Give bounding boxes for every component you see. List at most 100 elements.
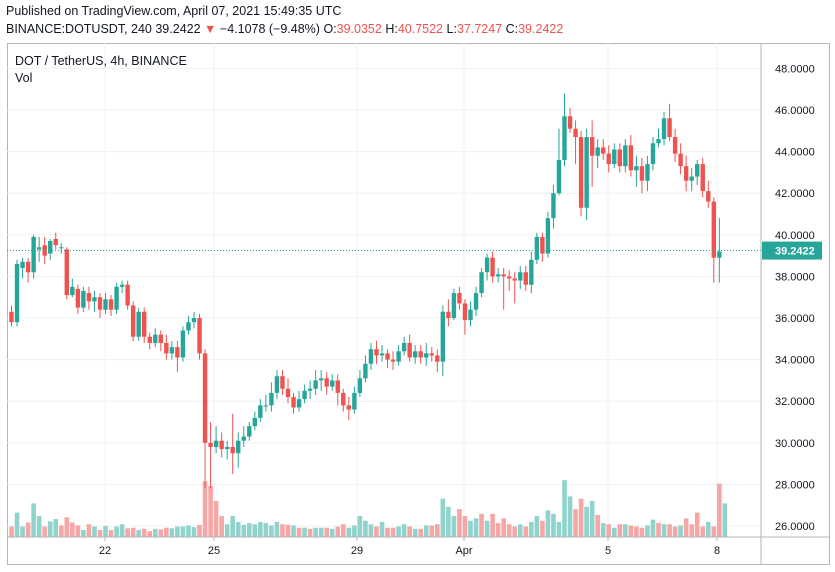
candle — [247, 422, 252, 441]
volume-bar — [562, 480, 567, 537]
candle — [479, 268, 484, 298]
candle — [213, 426, 219, 454]
candle-body — [634, 166, 639, 171]
candle — [495, 268, 501, 283]
volume-bar — [363, 520, 368, 537]
candle-body — [529, 259, 534, 285]
volume-bar — [385, 527, 390, 537]
high-label: H: — [385, 22, 398, 36]
volume-bar — [451, 516, 457, 537]
volume-bar — [36, 516, 42, 537]
volume-bar — [600, 523, 606, 537]
candle — [634, 155, 639, 187]
volume-bar — [81, 530, 86, 537]
time-axis[interactable]: 22 25 29 Apr 5 8 — [99, 537, 720, 557]
candle — [484, 253, 490, 281]
volume-bar — [667, 524, 672, 537]
candle-body — [523, 272, 528, 285]
volume-bar — [700, 526, 706, 537]
candle — [125, 280, 130, 310]
volume-bar — [678, 525, 683, 537]
candle — [324, 372, 329, 395]
volume-bar — [175, 526, 180, 537]
volume-bar — [324, 527, 330, 537]
volume-bar — [357, 516, 363, 537]
candle-body — [75, 288, 81, 308]
volume-bar — [661, 524, 667, 537]
volume-bar — [158, 529, 164, 537]
candle — [357, 370, 363, 398]
candle-body — [81, 290, 86, 308]
candle — [97, 293, 103, 318]
candle — [208, 422, 213, 489]
candle — [330, 374, 335, 391]
candle — [158, 330, 164, 352]
candle-body — [307, 388, 313, 391]
volume-bar — [302, 527, 307, 537]
candle — [490, 251, 495, 283]
close-label: C: — [505, 22, 519, 36]
volume-bar — [197, 524, 202, 537]
high-value: 40.7522 — [397, 22, 444, 36]
candle-body — [169, 347, 175, 354]
volume-bar — [446, 506, 451, 537]
volume-bar — [291, 525, 296, 537]
candle-body — [390, 359, 396, 362]
low-label: L: — [446, 22, 457, 36]
candle-body — [252, 417, 258, 427]
candle-body — [578, 137, 584, 208]
candle — [700, 157, 705, 198]
candle — [650, 137, 656, 171]
volume-bar — [390, 527, 396, 537]
volume-bar — [694, 512, 700, 537]
candle — [164, 334, 169, 360]
candles — [9, 93, 722, 489]
volume-bar — [296, 527, 302, 537]
candle — [540, 232, 545, 262]
time-tick-label: 25 — [208, 545, 220, 557]
close-value: 39.2422 — [518, 22, 564, 36]
candle — [473, 286, 479, 316]
candle-body — [224, 446, 230, 450]
volume-bar — [551, 513, 556, 537]
volume-bar — [103, 525, 108, 537]
time-tick-label: 8 — [714, 545, 720, 557]
candle — [241, 426, 246, 447]
candle — [9, 305, 14, 327]
volume-bar — [545, 510, 551, 537]
candle — [70, 278, 75, 298]
candle — [202, 349, 208, 489]
open-value: 39.0352 — [336, 22, 382, 36]
price-axis[interactable]: 48.0000 46.0000 44.0000 42.0000 40.0000 38.00… — [775, 63, 815, 533]
volume-bar — [611, 527, 617, 537]
candle — [451, 288, 457, 321]
volume-bar — [628, 525, 634, 537]
candle — [274, 370, 280, 400]
volume-bar — [318, 527, 324, 537]
candle — [307, 380, 313, 400]
volume-bar — [92, 526, 97, 537]
candle — [551, 184, 556, 229]
candle-body — [689, 176, 694, 181]
candle-body — [164, 342, 169, 354]
volume-bar — [495, 523, 501, 537]
volume-bar — [423, 525, 429, 537]
candle-body — [14, 263, 20, 323]
candle-body — [700, 164, 705, 192]
volume-bar — [683, 518, 689, 537]
candle — [462, 299, 468, 335]
volume-bar — [573, 509, 578, 537]
candle-body — [617, 149, 622, 167]
candle — [59, 243, 64, 254]
candle-body — [379, 353, 385, 356]
volume-bar — [31, 503, 36, 537]
volume-bar — [606, 524, 612, 537]
candle-body — [31, 236, 36, 273]
volume-bar — [407, 526, 412, 537]
candle-body — [551, 193, 556, 219]
volume-bar — [125, 528, 130, 537]
symbol-ohlc-header: BINANCE:DOTUSDT, 240 39.2422 ▼ −4.1078 (… — [6, 22, 563, 36]
candle — [36, 236, 42, 262]
volume-bar — [617, 524, 623, 537]
